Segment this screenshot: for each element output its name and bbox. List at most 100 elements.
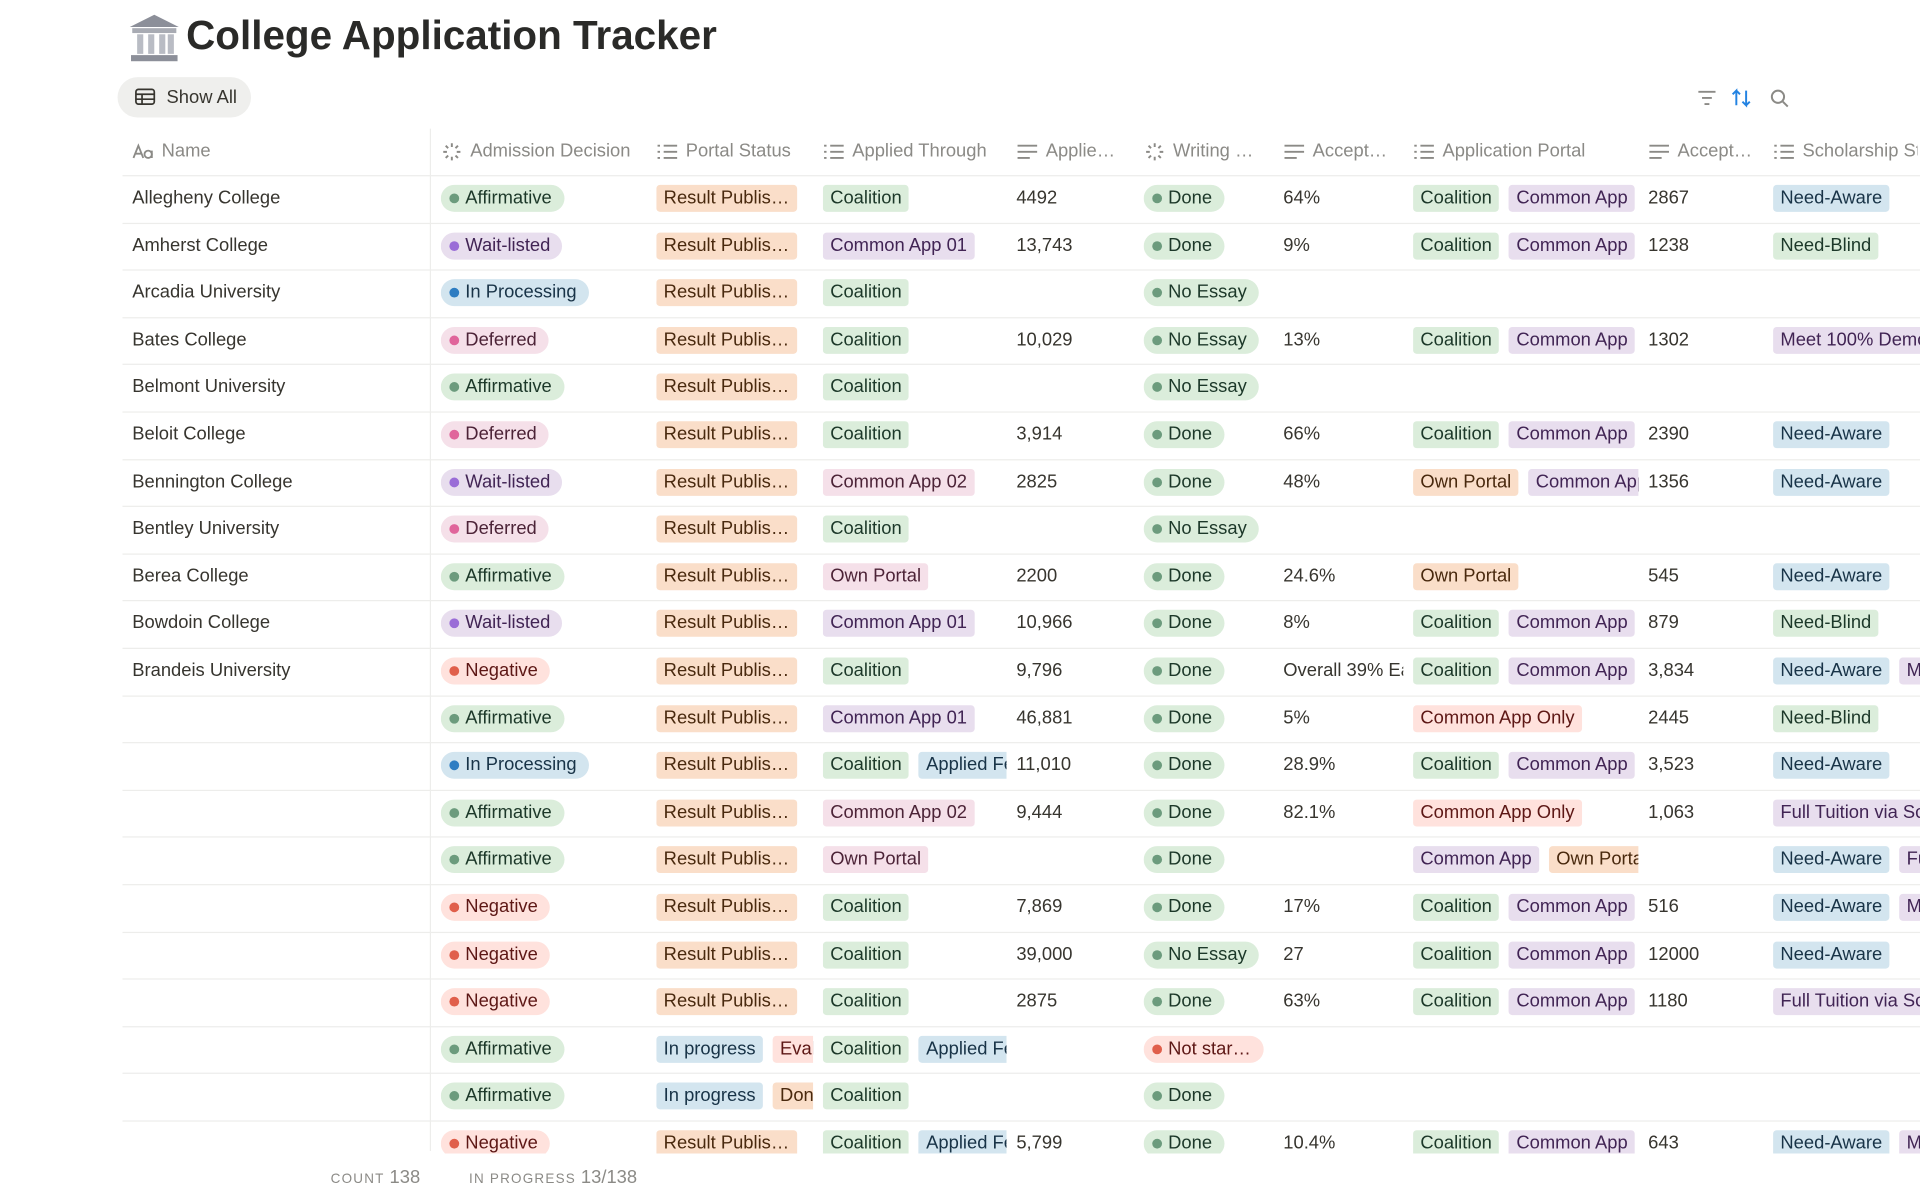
sort-button[interactable]: [1731, 88, 1751, 108]
status-pill: Done: [1143, 184, 1225, 212]
cell-portal-status: In progress Don: [656, 1073, 814, 1120]
cell-portal-status: Result Publis…: [656, 790, 813, 837]
cell-decision: Negative: [440, 931, 647, 978]
cell-writing: Done: [1143, 837, 1274, 884]
tag: Coalition: [822, 752, 910, 780]
cell-application-portal: [1413, 1073, 1638, 1120]
cell-scholarship: Need-Aware: [1773, 411, 1920, 458]
column-header: Scholarship St: [1773, 129, 1918, 176]
cell-decision: Affirmative: [440, 553, 647, 600]
status-dot: [1152, 997, 1163, 1007]
cell-writing: Done: [1143, 175, 1274, 222]
status-dot: [449, 666, 460, 676]
view-tab[interactable]: Show All: [117, 77, 252, 118]
column-header: Name: [132, 129, 428, 176]
status-pill: Done: [1143, 657, 1225, 685]
tag: Result Publis…: [656, 232, 797, 260]
tag: Need-Aware: [1773, 846, 1890, 874]
status-dot: [1152, 1091, 1163, 1102]
cell-name: Bentley University: [132, 518, 280, 540]
cell-scholarship: [1773, 270, 1920, 317]
cell-accept-2: 12000: [1648, 943, 1700, 965]
cell-application-portal: Coalition Common App: [1413, 411, 1638, 458]
cell-accept: 9%: [1283, 234, 1310, 256]
cell-decision: Affirmative: [440, 1073, 647, 1120]
tag: Result Publis…: [656, 988, 797, 1016]
status-text: Done: [1168, 754, 1213, 776]
column-header: Accept…: [1283, 129, 1401, 176]
status-pill: Not star…: [1143, 1035, 1264, 1063]
row-divider: [122, 1025, 1920, 1028]
status-text: Wait-listed: [465, 612, 551, 634]
status-pill: Done: [1143, 421, 1225, 449]
tag: Need-Blind: [1773, 704, 1879, 732]
cell-writing: No Essay: [1143, 506, 1274, 553]
status-pill: In Processing: [440, 279, 589, 307]
cell-writing: Done: [1143, 411, 1274, 458]
tag: Coalition: [822, 893, 910, 921]
cell-writing: Done: [1143, 884, 1274, 931]
status-dot: [449, 1044, 460, 1055]
cell-writing: Done: [1143, 459, 1274, 506]
status-dot: [449, 618, 460, 629]
status-pill: Done: [1143, 563, 1225, 590]
status-pill: Deferred: [440, 326, 550, 354]
tag: Coalition: [1413, 232, 1500, 260]
tag: Coalition: [1413, 657, 1500, 685]
cell-decision: Negative: [440, 1120, 647, 1154]
status-dot: [449, 335, 460, 346]
cell-accept-2: 2445: [1648, 707, 1690, 729]
status-dot: [1152, 288, 1163, 298]
tag: Common App: [1509, 610, 1636, 638]
status-pill: Done: [1143, 1082, 1225, 1110]
tag: Coalition: [822, 988, 910, 1016]
status-pill: Deferred: [440, 421, 550, 449]
cell-portal-status: Result Publis…: [656, 884, 813, 931]
tag: Common App: [1413, 846, 1540, 874]
search-button[interactable]: [1770, 89, 1789, 108]
status-dot: [449, 288, 460, 298]
status-text: Done: [1168, 801, 1213, 823]
cell-portal-status: Result Publis…: [656, 364, 813, 411]
filter-button[interactable]: [1698, 90, 1716, 106]
status-dot: [449, 760, 460, 771]
status-dot: [1152, 382, 1163, 393]
cell-scholarship: Need-Aware: [1773, 175, 1920, 222]
cell-portal-status: Result Publis…: [656, 742, 813, 789]
cell-accept-2: 2867: [1648, 187, 1690, 209]
status-text: Deferred: [465, 423, 537, 445]
status-pill: Negative: [440, 988, 551, 1016]
row-divider: [122, 647, 1920, 649]
status-text: Done: [1168, 660, 1213, 681]
status-pill: No Essay: [1143, 941, 1260, 969]
tag: Need-Aware: [1773, 657, 1890, 685]
status-dot: [1152, 335, 1163, 346]
cell-application-portal: Common App Only: [1413, 790, 1638, 837]
column-title: Writing …: [1173, 140, 1254, 162]
status-text: Negative: [465, 1132, 538, 1154]
column-icon: [824, 144, 844, 159]
tag: Result Publis…: [656, 799, 797, 827]
cell-accept-2: 1238: [1648, 234, 1690, 256]
tag: Common App: [1509, 657, 1636, 685]
column-icon: [1649, 144, 1669, 159]
tag: Coalition: [822, 515, 910, 543]
status-dot: [449, 807, 460, 818]
cell-scholarship: Full Tuition via Sc: [1773, 979, 1920, 1026]
row-divider: [122, 836, 1920, 839]
cell-writing: Done: [1143, 742, 1274, 789]
tag: Need-Aware: [1773, 893, 1890, 921]
status-pill: Done: [1143, 704, 1225, 732]
progress-value: 13/138: [580, 1166, 638, 1188]
table-icon: [135, 88, 156, 105]
cell-accept-2: 1302: [1648, 329, 1690, 350]
status-text: Done: [1168, 849, 1213, 870]
cell-writing: Done: [1143, 1073, 1274, 1120]
tag: Don: [772, 1082, 814, 1110]
column-icon: [1146, 143, 1164, 161]
cell-accept-2: 3,834: [1648, 660, 1695, 681]
tag: Result Publis…: [656, 515, 797, 543]
status-dot: [449, 524, 460, 535]
status-pill: Affirmative: [440, 704, 564, 732]
